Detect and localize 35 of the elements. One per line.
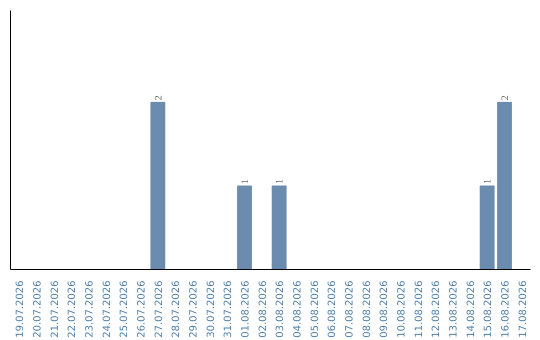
- x-tick-label: 15.08.2026: [483, 280, 494, 338]
- x-tick-label: 16.08.2026: [500, 280, 512, 338]
- x-tick-label: 14.08.2026: [466, 280, 477, 338]
- x-tick-label: 31.07.2026: [223, 280, 234, 338]
- data-label: 2: [153, 95, 164, 100]
- data-label: 1: [274, 178, 286, 184]
- x-tick-label: 02.08.2026: [258, 280, 269, 338]
- x-tick-label: 21.07.2026: [50, 280, 61, 338]
- x-tick-label: 24.07.2026: [102, 280, 113, 338]
- x-tick-label: 29.07.2026: [188, 280, 200, 338]
- x-tick-label: 03.08.2026: [275, 280, 286, 338]
- x-tick-label: 04.08.2026: [292, 280, 304, 338]
- x-tick-label: 09.08.2026: [379, 280, 390, 338]
- x-tick-label: 25.07.2026: [119, 280, 130, 338]
- x-tick-label: 11.08.2026: [414, 280, 425, 338]
- x-tick-label: 01.08.2026: [240, 280, 252, 338]
- x-tick-label: 22.07.2026: [67, 280, 78, 338]
- x-tick-label: 08.08.2026: [362, 280, 373, 338]
- x-tick-label: 30.07.2026: [206, 280, 217, 338]
- data-label: 1: [240, 178, 251, 184]
- x-tick-label: 07.08.2026: [344, 280, 356, 338]
- x-tick-label: 19.07.2026: [15, 280, 26, 338]
- data-label: 1: [482, 178, 494, 184]
- x-tick-label: 05.08.2026: [310, 280, 321, 338]
- data-label: 2: [500, 95, 511, 100]
- x-tick-label: 12.08.2026: [431, 280, 442, 338]
- x-tick-label: 28.07.2026: [171, 280, 182, 338]
- x-tick-label: 10.08.2026: [396, 280, 408, 338]
- x-tick-label: 27.07.2026: [154, 280, 165, 338]
- x-tick-label: 17.08.2026: [518, 280, 529, 338]
- x-tick-label: 06.08.2026: [327, 280, 338, 338]
- x-tick-label: 13.08.2026: [448, 280, 460, 338]
- x-tick-label: 26.07.2026: [136, 280, 148, 338]
- x-tick-label: 20.07.2026: [32, 280, 44, 338]
- x-tick-label: 23.07.2026: [84, 280, 96, 338]
